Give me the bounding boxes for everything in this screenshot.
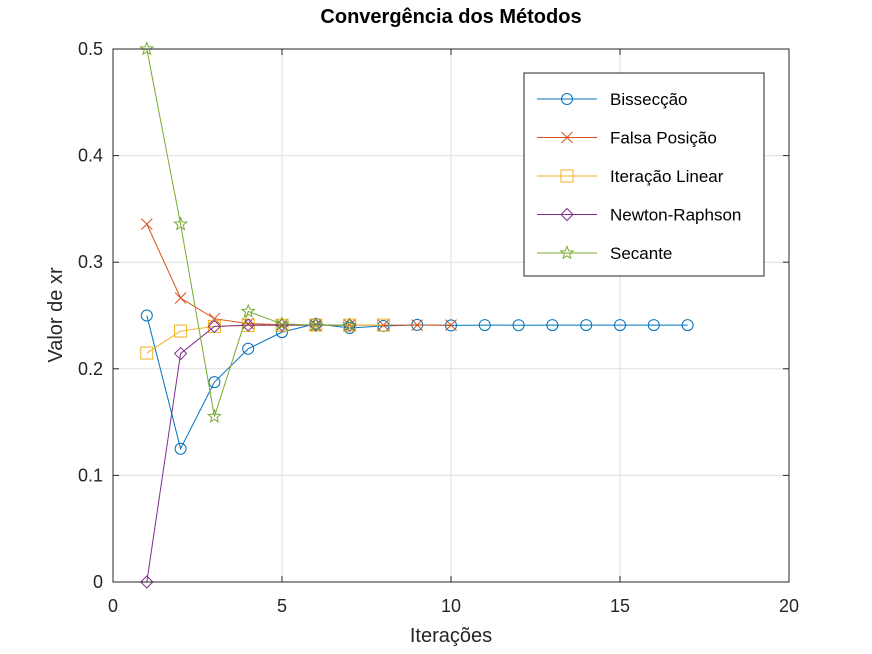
- y-tick-label: 0.2: [78, 359, 103, 379]
- plot-series: [139, 41, 694, 589]
- x-tick-label: 20: [779, 596, 799, 616]
- x-tick-label: 10: [441, 596, 461, 616]
- x-axis-label: Iterações: [410, 625, 492, 647]
- legend-label: Bissecção: [610, 90, 687, 109]
- y-tick-label: 0.1: [78, 465, 103, 485]
- series-line-secante: [146, 48, 350, 417]
- data-point-bisseccao: [546, 319, 559, 332]
- legend-label: Iteração Linear: [610, 167, 724, 186]
- data-point-newton-raphson: [207, 319, 222, 334]
- legend-item-falsa-posicao: Falsa Posição: [537, 129, 717, 148]
- y-axis-label: Valor de xr: [45, 267, 67, 363]
- series-secante: [139, 41, 358, 423]
- legend-label: Falsa Posição: [610, 129, 717, 148]
- data-point-iteracao-linear: [140, 346, 154, 360]
- legend-marker: [561, 93, 573, 105]
- data-point-bisseccao: [208, 376, 221, 389]
- chart-title: Convergência dos Métodos: [320, 6, 581, 28]
- data-point-secante: [240, 303, 256, 318]
- x-tick-label: 0: [108, 596, 118, 616]
- data-point-secante: [274, 316, 290, 331]
- legend-marker: [560, 207, 574, 222]
- data-point-bisseccao: [140, 309, 153, 322]
- data-point-secante: [206, 408, 222, 423]
- data-point-bisseccao: [512, 319, 525, 332]
- data-point-iteracao-linear: [174, 324, 188, 338]
- y-tick-label: 0.5: [78, 39, 103, 59]
- x-tick-label: 15: [610, 596, 630, 616]
- data-point-secante: [308, 317, 324, 332]
- y-tick-label: 0: [93, 572, 103, 592]
- data-point-newton-raphson: [140, 575, 154, 589]
- data-point-bisseccao: [174, 442, 187, 455]
- legend-marker: [559, 245, 575, 260]
- data-point-falsa-posicao: [174, 292, 187, 304]
- legend-item-iteracao-linear: Iteração Linear: [537, 167, 724, 186]
- y-tick-label: 0.4: [78, 146, 103, 166]
- legend-box: [523, 72, 765, 277]
- data-point-falsa-posicao: [208, 312, 221, 325]
- data-point-falsa-posicao: [411, 319, 424, 331]
- legend: Bissecção Falsa Posição Iteração Linear New…: [523, 72, 765, 277]
- legend-item-newton-raphson: Newton-Raphson: [537, 206, 741, 225]
- data-point-secante: [173, 216, 189, 231]
- data-point-bisseccao: [478, 319, 491, 332]
- legend-marker: [561, 131, 573, 144]
- y-tick-label: 0.3: [78, 252, 103, 272]
- data-point-newton-raphson: [173, 346, 188, 361]
- legend-item-secante: Secante: [537, 244, 672, 263]
- ticks: 0 5 10 15 20 0 0.1 0.2 0.3 0.4 0.5: [78, 39, 799, 616]
- data-point-bisseccao: [242, 342, 255, 355]
- legend-item-bisseccao: Bissecção: [537, 90, 687, 109]
- data-point-secante: [342, 317, 358, 332]
- data-point-bisseccao: [647, 319, 660, 332]
- data-point-iteracao-linear: [376, 318, 390, 332]
- data-point-falsa-posicao: [445, 319, 457, 331]
- x-tick-label: 5: [277, 596, 287, 616]
- data-point-bisseccao: [614, 319, 626, 332]
- legend-label: Newton-Raphson: [610, 206, 741, 225]
- data-point-bisseccao: [681, 319, 694, 332]
- legend-label: Secante: [610, 244, 672, 263]
- data-point-secante: [139, 41, 155, 56]
- data-point-falsa-posicao: [140, 218, 153, 230]
- legend-marker: [560, 169, 574, 183]
- data-point-bisseccao: [580, 319, 593, 332]
